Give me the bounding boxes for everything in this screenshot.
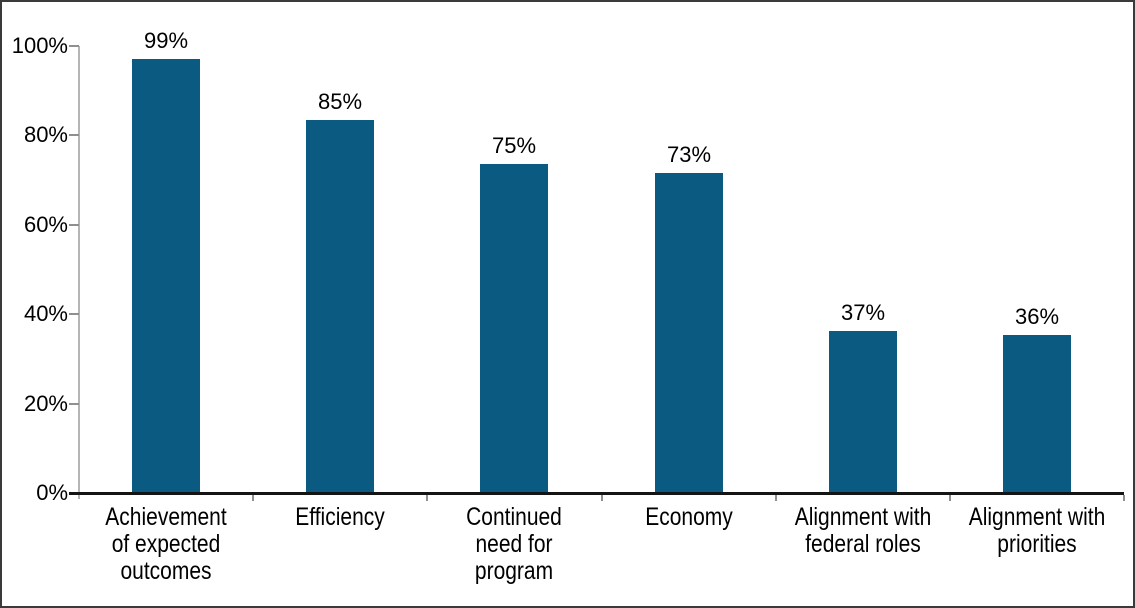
bar-value-label: 37% bbox=[840, 300, 886, 325]
category-label: Continued need for program bbox=[466, 503, 562, 585]
y-axis-label: 60% bbox=[23, 211, 68, 237]
bar bbox=[1003, 335, 1071, 493]
category-tick bbox=[949, 495, 951, 501]
bar-value-label: 75% bbox=[491, 133, 537, 158]
bar-value-label: 99% bbox=[143, 28, 189, 53]
x-axis-line bbox=[69, 492, 1124, 495]
bar bbox=[655, 173, 723, 493]
category-tick bbox=[775, 495, 777, 501]
y-axis-label: 0% bbox=[36, 480, 68, 505]
y-axis-label: 40% bbox=[23, 301, 68, 327]
category-label: Achievement of expected outcomes bbox=[105, 503, 227, 585]
y-axis-line bbox=[78, 46, 80, 499]
bar-value-label: 73% bbox=[666, 142, 712, 167]
y-axis-tick bbox=[69, 45, 79, 47]
y-axis-label: 100% bbox=[11, 33, 68, 58]
category-label: Economy bbox=[645, 503, 733, 531]
bar bbox=[306, 120, 374, 493]
category-label: Alignment with priorities bbox=[968, 503, 1106, 558]
bar bbox=[829, 331, 897, 493]
bar-value-label: 85% bbox=[317, 89, 363, 114]
y-axis-tick bbox=[69, 134, 79, 137]
y-axis-tick bbox=[69, 223, 79, 226]
category-label: Efficiency bbox=[295, 503, 385, 531]
y-axis-tick bbox=[69, 313, 79, 316]
y-axis-label: 80% bbox=[23, 122, 68, 148]
bar-value-label: 36% bbox=[1014, 304, 1060, 329]
y-axis-label: 20% bbox=[23, 390, 68, 416]
category-label: Alignment with federal roles bbox=[794, 503, 932, 558]
category-tick bbox=[1123, 495, 1125, 501]
y-axis-tick bbox=[69, 402, 79, 405]
bar bbox=[132, 59, 200, 493]
bar bbox=[480, 164, 548, 493]
category-tick bbox=[252, 495, 254, 501]
category-tick bbox=[601, 495, 603, 501]
category-tick bbox=[426, 495, 428, 501]
